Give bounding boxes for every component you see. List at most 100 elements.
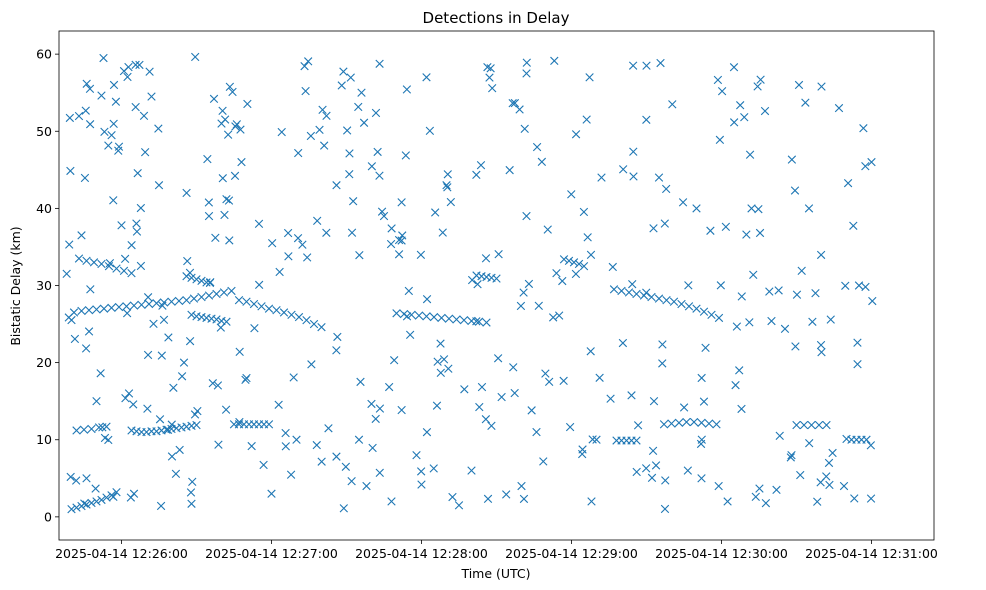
detection-point (254, 219, 264, 228)
track-point (699, 307, 709, 316)
detection-point (729, 118, 739, 127)
track-point (317, 322, 326, 332)
detection-point (66, 472, 75, 482)
detection-point (307, 360, 316, 369)
detection-point (487, 421, 496, 430)
detection-point (629, 172, 638, 181)
y-tick-label: 30 (36, 278, 52, 293)
detection-point (92, 396, 101, 406)
detection-point (342, 126, 352, 135)
detection-point (716, 281, 726, 290)
detection-point (225, 82, 235, 92)
track-point (799, 420, 809, 430)
track-point (452, 315, 461, 324)
detection-point (354, 435, 364, 444)
detection-point (586, 347, 595, 356)
detection-point (218, 106, 227, 116)
track-point (127, 268, 136, 278)
detection-point (136, 261, 146, 271)
detection-point (510, 388, 519, 398)
detection-point (99, 53, 108, 63)
detection-point (402, 85, 412, 94)
detection-point (579, 207, 589, 217)
track-point (287, 310, 296, 319)
detection-point (422, 427, 432, 437)
detection-point (121, 393, 130, 403)
detection-point (595, 373, 604, 382)
detection-point (267, 489, 276, 498)
detection-point (472, 170, 481, 180)
detection-point (332, 181, 341, 190)
detection-point (740, 112, 749, 122)
detection-point (729, 63, 739, 72)
detection-point (139, 111, 149, 121)
detection-point (443, 183, 452, 192)
detection-point (345, 169, 354, 179)
detection-point (359, 118, 369, 127)
detection-point (454, 501, 464, 510)
detection-point (84, 327, 94, 336)
detection-point (866, 441, 876, 450)
detection-point (387, 497, 396, 506)
detection-point (633, 421, 643, 430)
detection-point (534, 301, 543, 311)
detection-point (797, 266, 806, 275)
detection-point (275, 267, 284, 277)
track-point (182, 295, 191, 305)
track-point (197, 276, 206, 286)
track-point (197, 292, 206, 302)
detection-point (154, 181, 164, 190)
detection-point (100, 127, 109, 137)
track-point (234, 295, 244, 305)
detection-point (715, 135, 725, 145)
track-point (212, 289, 221, 299)
detection-point (578, 449, 587, 459)
track-point (429, 312, 439, 322)
detection-point (460, 385, 469, 394)
detection-point (485, 73, 494, 82)
y-tick-label: 0 (44, 509, 52, 524)
detection-point (185, 336, 195, 346)
detection-point (401, 151, 411, 160)
track-point (249, 299, 259, 309)
track-point (632, 436, 641, 445)
track-point (92, 305, 101, 314)
detection-point (697, 474, 706, 483)
detection-point (628, 61, 638, 70)
detection-point (706, 226, 715, 235)
detection-point (774, 286, 783, 295)
detection-point (85, 120, 95, 129)
detection-point (145, 67, 154, 76)
detection-point (839, 481, 849, 491)
detection-point (422, 73, 431, 82)
detection-point (313, 216, 322, 225)
detection-point (756, 75, 765, 84)
detection-point (164, 333, 173, 342)
detection-point (416, 250, 426, 260)
detection-point (816, 340, 826, 350)
detection-point (430, 208, 440, 217)
detection-point (379, 211, 389, 221)
detection-point (654, 173, 664, 182)
detection-point (476, 161, 486, 170)
detection-point (149, 319, 158, 329)
detection-point (597, 173, 606, 182)
track-point (182, 272, 191, 281)
detection-point (658, 340, 667, 349)
detection-point (318, 105, 327, 115)
detection-point (678, 198, 688, 207)
track-point (807, 420, 816, 430)
detection-point (281, 428, 290, 438)
detection-point (324, 424, 333, 433)
track-point (192, 275, 201, 284)
track-point (814, 420, 824, 430)
detection-point (696, 439, 706, 449)
track-point (669, 297, 679, 306)
detection-point (697, 373, 706, 383)
detection-point (283, 228, 293, 238)
detection-point (446, 197, 456, 207)
track-point (189, 294, 199, 303)
track-point (219, 288, 229, 297)
detection-point (389, 356, 399, 365)
